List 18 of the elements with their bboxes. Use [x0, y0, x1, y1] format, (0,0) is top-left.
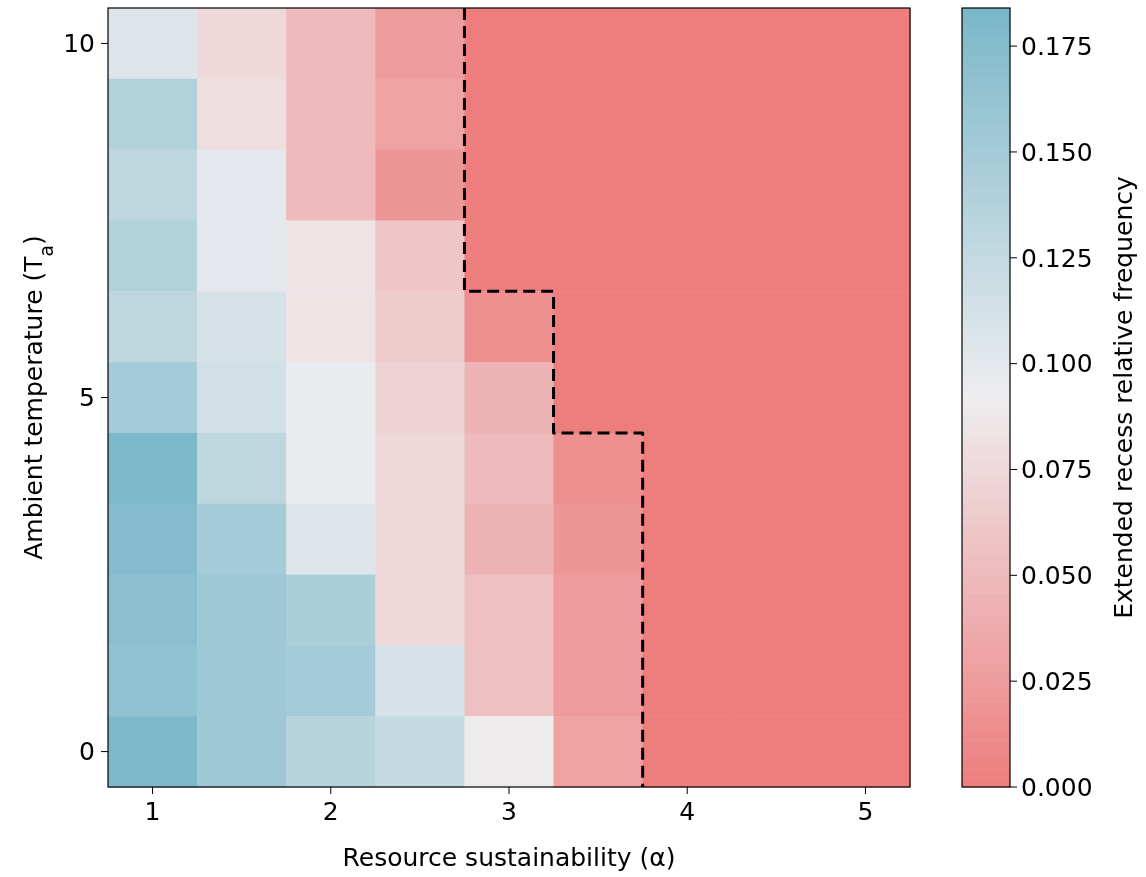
y-tick-label: 10	[63, 29, 95, 59]
x-tick-label: 1	[144, 797, 161, 826]
color-bar-label: 0.025	[1021, 666, 1093, 696]
y-tick-label: 5	[79, 383, 95, 413]
x-tick-label: 5	[857, 797, 874, 826]
y-tick-label: 0	[79, 737, 95, 767]
x-tick-label: 4	[679, 797, 696, 826]
x-tick-label: 2	[322, 797, 339, 826]
x-axis-title: Resource sustainability (α)	[342, 843, 676, 872]
color-bar-label: 0.175	[1021, 31, 1093, 61]
color-bar-label: 0.075	[1021, 455, 1093, 485]
color-bar-title: Extended recess relative frequency	[1109, 176, 1138, 619]
color-bar-label: 0.050	[1021, 561, 1093, 591]
color-bar-label: 0.000	[1021, 772, 1093, 802]
color-bar-label: 0.100	[1021, 349, 1093, 379]
color-bar-label: 0.150	[1021, 137, 1093, 167]
color-bar-label: 0.125	[1021, 243, 1093, 273]
x-tick-label: 3	[501, 797, 517, 826]
